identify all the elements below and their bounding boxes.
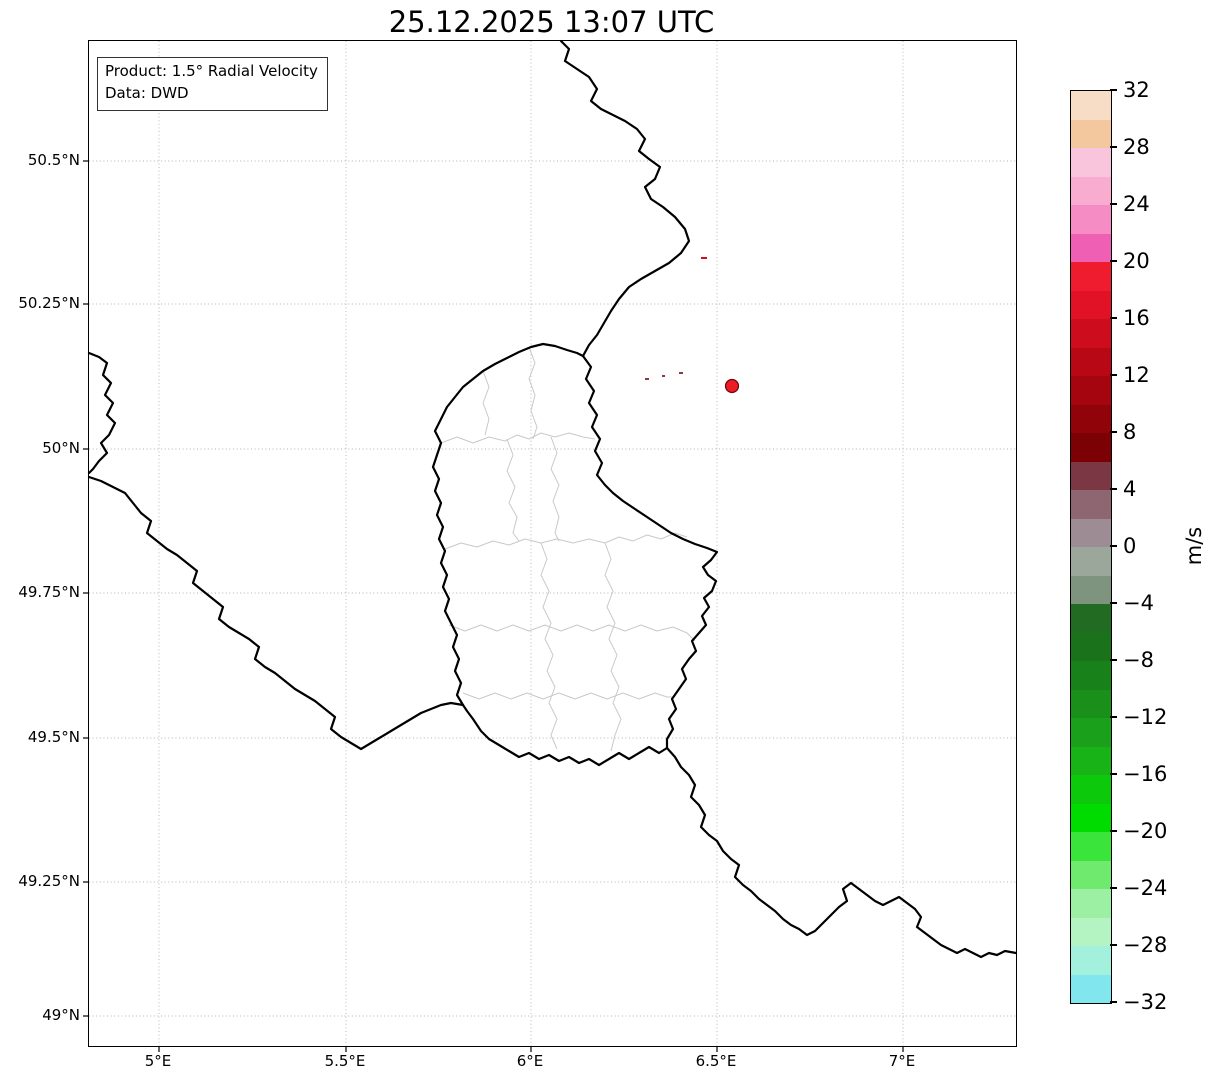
y-tick-label: 50°N [42,439,80,457]
x-tick-label: 5.5°E [324,1052,366,1070]
product-annotation-box: Product: 1.5° Radial Velocity Data: DWD [97,57,328,111]
colorbar-band [1071,433,1111,462]
colorbar-band [1071,119,1111,148]
annotation-source-line: Data: DWD [105,83,189,102]
colorbar-band [1071,803,1111,832]
colorbar-band [1071,518,1111,547]
colorbar-band [1071,661,1111,690]
colorbar-tick-label: 32 [1123,78,1150,102]
colorbar-band [1071,461,1111,490]
admin-border [444,532,688,550]
colorbar-tick-label: 20 [1123,249,1150,273]
colorbar-tick-label: −28 [1123,933,1168,957]
colorbar-band [1071,404,1111,433]
colorbar-band [1071,632,1111,661]
x-tick-label: 6.5°E [695,1052,737,1070]
colorbar-tick-label: 28 [1123,135,1150,159]
colorbar-tick-label: −24 [1123,876,1168,900]
admin-border [462,692,672,700]
colorbar-tick-label: 0 [1123,534,1137,558]
colorbar-band [1071,176,1111,205]
colorbar-band [1071,889,1111,918]
colorbar-band [1071,718,1111,747]
admin-border [528,346,538,440]
y-tick-label: 50.25°N [18,294,80,312]
colorbar-band [1071,205,1111,234]
colorbar-band [1071,689,1111,718]
y-tick-label: 49.5°N [27,728,80,746]
colorbar-band [1071,262,1111,291]
colorbar-band [1071,575,1111,604]
colorbar-bands [1071,91,1111,1003]
map-plot: Product: 1.5° Radial Velocity Data: DWD [83,39,1018,1052]
colorbar-tick-label: −8 [1123,648,1154,672]
colorbar-tick-label: −12 [1123,705,1168,729]
colorbar-band [1071,547,1111,576]
colorbar-tick-label: 4 [1123,477,1137,501]
colorbar-tick-label: −4 [1123,591,1154,615]
colorbar-band [1071,347,1111,376]
colorbar [1070,90,1112,1004]
admin-border [550,436,560,542]
colorbar-tick-label: 24 [1123,192,1150,216]
country-border [431,342,719,767]
colorbar-band [1071,233,1111,262]
x-tick-label: 6°E [516,1052,544,1070]
colorbar-band [1071,490,1111,519]
y-tick-label: 49.75°N [18,583,80,601]
colorbar-band [1071,946,1111,975]
colorbar-tick-label: 12 [1123,363,1150,387]
colorbar-tick-label: −32 [1123,990,1168,1014]
radar-echo-speck [679,372,683,374]
colorbar-tick-label: 16 [1123,306,1150,330]
colorbar-tick-label: −20 [1123,819,1168,843]
colorbar-band [1071,290,1111,319]
country-border [87,475,465,751]
colorbar-tick-label: −16 [1123,762,1168,786]
admin-border [506,438,520,542]
colorbar-band [1071,974,1111,1003]
colorbar-band [1071,860,1111,889]
y-tick-label: 50.5°N [27,151,80,169]
radar-echo-dot [724,378,740,394]
colorbar-band [1071,775,1111,804]
admin-border [440,432,596,444]
colorbar-band [1071,746,1111,775]
colorbar-band [1071,604,1111,633]
colorbar-band [1071,319,1111,348]
map-svg [83,39,1018,1052]
country-border [559,39,691,358]
x-tick-label: 7°E [888,1052,916,1070]
admin-border [540,542,558,750]
admin-border [482,370,490,436]
x-tick-label: 5°E [144,1052,172,1070]
country-border [665,746,1018,959]
colorbar-tick-label: 8 [1123,420,1137,444]
radar-echo-speck [701,257,707,259]
annotation-product-line: Product: 1.5° Radial Velocity [105,62,318,80]
figure-title: 25.12.2025 13:07 UTC [388,5,715,39]
colorbar-band [1071,376,1111,405]
colorbar-band [1071,917,1111,946]
admin-border [448,624,696,642]
colorbar-band [1071,832,1111,861]
y-tick-label: 49.25°N [18,872,80,890]
country-border [87,351,117,475]
colorbar-band [1071,91,1111,120]
colorbar-unit-label: m/s [1182,526,1206,566]
colorbar-band [1071,148,1111,177]
radar-echo-speck [645,378,649,380]
radar-echo-speck [662,375,665,377]
y-tick-label: 49°N [42,1006,80,1024]
admin-border [604,542,622,752]
